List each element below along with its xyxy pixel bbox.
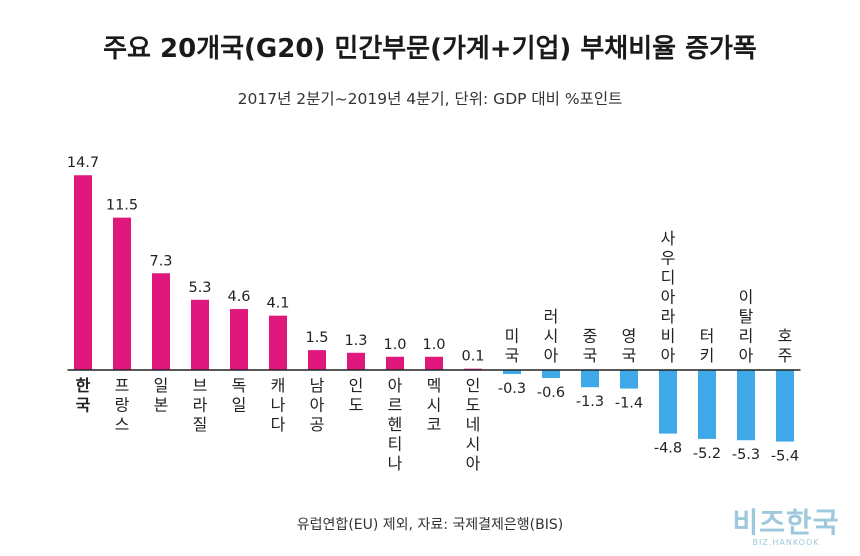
- category-labels-group: 한 국 프 랑 스 일 본 브 라 질 독 일 캐 나 다 남 아 공 인 도 아 르 헨 티 나 멕 시 코 인 도 네 시 아 미 국 러 시 아 중 국…: [76, 229, 793, 473]
- value-label-5: 4.6: [227, 289, 250, 305]
- value-label-6: 4.1: [266, 296, 289, 312]
- chart-subtitle: 2017년 2분기~2019년 4분기, 단위: GDP 대비 %포인트: [237, 90, 623, 108]
- source-note: 유럽연합(EU) 제외, 자료: 국제결제은행(BIS): [296, 517, 564, 533]
- bar-9: [386, 356, 404, 370]
- bar-18: [737, 370, 755, 441]
- bar-8: [347, 352, 365, 370]
- bar-1: [74, 175, 92, 370]
- value-label-10: 1.0: [422, 337, 445, 353]
- value-label-14: -1.3: [576, 394, 604, 410]
- bar-14: [581, 370, 599, 388]
- value-label-12: -0.3: [498, 381, 526, 397]
- bar-4: [191, 299, 209, 370]
- bars-group: [74, 175, 794, 442]
- bar-19: [776, 370, 794, 442]
- value-label-13: -0.6: [537, 385, 565, 401]
- bar-7: [308, 350, 326, 370]
- bar-10: [425, 356, 443, 370]
- value-label-9: 1.0: [383, 337, 406, 353]
- chart-title: 주요 20개국(G20) 민간부문(가계+기업) 부채비율 증가폭: [103, 34, 757, 64]
- value-label-4: 5.3: [188, 280, 211, 296]
- value-label-8: 1.3: [344, 333, 367, 349]
- value-label-18: -5.3: [732, 447, 760, 463]
- brand-logo: 비즈한국 BIZ.HANKOOK: [726, 508, 846, 548]
- bar-16: [659, 370, 677, 434]
- value-label-19: -5.4: [771, 449, 799, 465]
- value-label-2: 11.5: [106, 198, 138, 214]
- bar-6: [269, 315, 287, 370]
- bar-12: [503, 370, 521, 374]
- value-label-1: 14.7: [67, 155, 99, 171]
- logo-wordmark: 비즈한국: [732, 506, 840, 539]
- bar-2: [113, 217, 131, 370]
- value-label-17: -5.2: [693, 446, 721, 462]
- bar-3: [152, 273, 170, 370]
- logo-subtext: BIZ.HANKOOK: [752, 538, 820, 547]
- value-label-15: -1.4: [615, 396, 643, 412]
- bar-13: [542, 370, 560, 378]
- bar-15: [620, 370, 638, 389]
- bar-17: [698, 370, 716, 439]
- bar-5: [230, 309, 248, 370]
- value-label-11: 0.1: [461, 349, 484, 365]
- value-label-16: -4.8: [654, 441, 682, 457]
- value-label-7: 1.5: [305, 330, 328, 346]
- value-labels-group: 14.711.57.35.34.6 4.11.5 1.3 1.0 1.00.1-0.3-…: [67, 155, 799, 464]
- value-label-3: 7.3: [149, 253, 172, 269]
